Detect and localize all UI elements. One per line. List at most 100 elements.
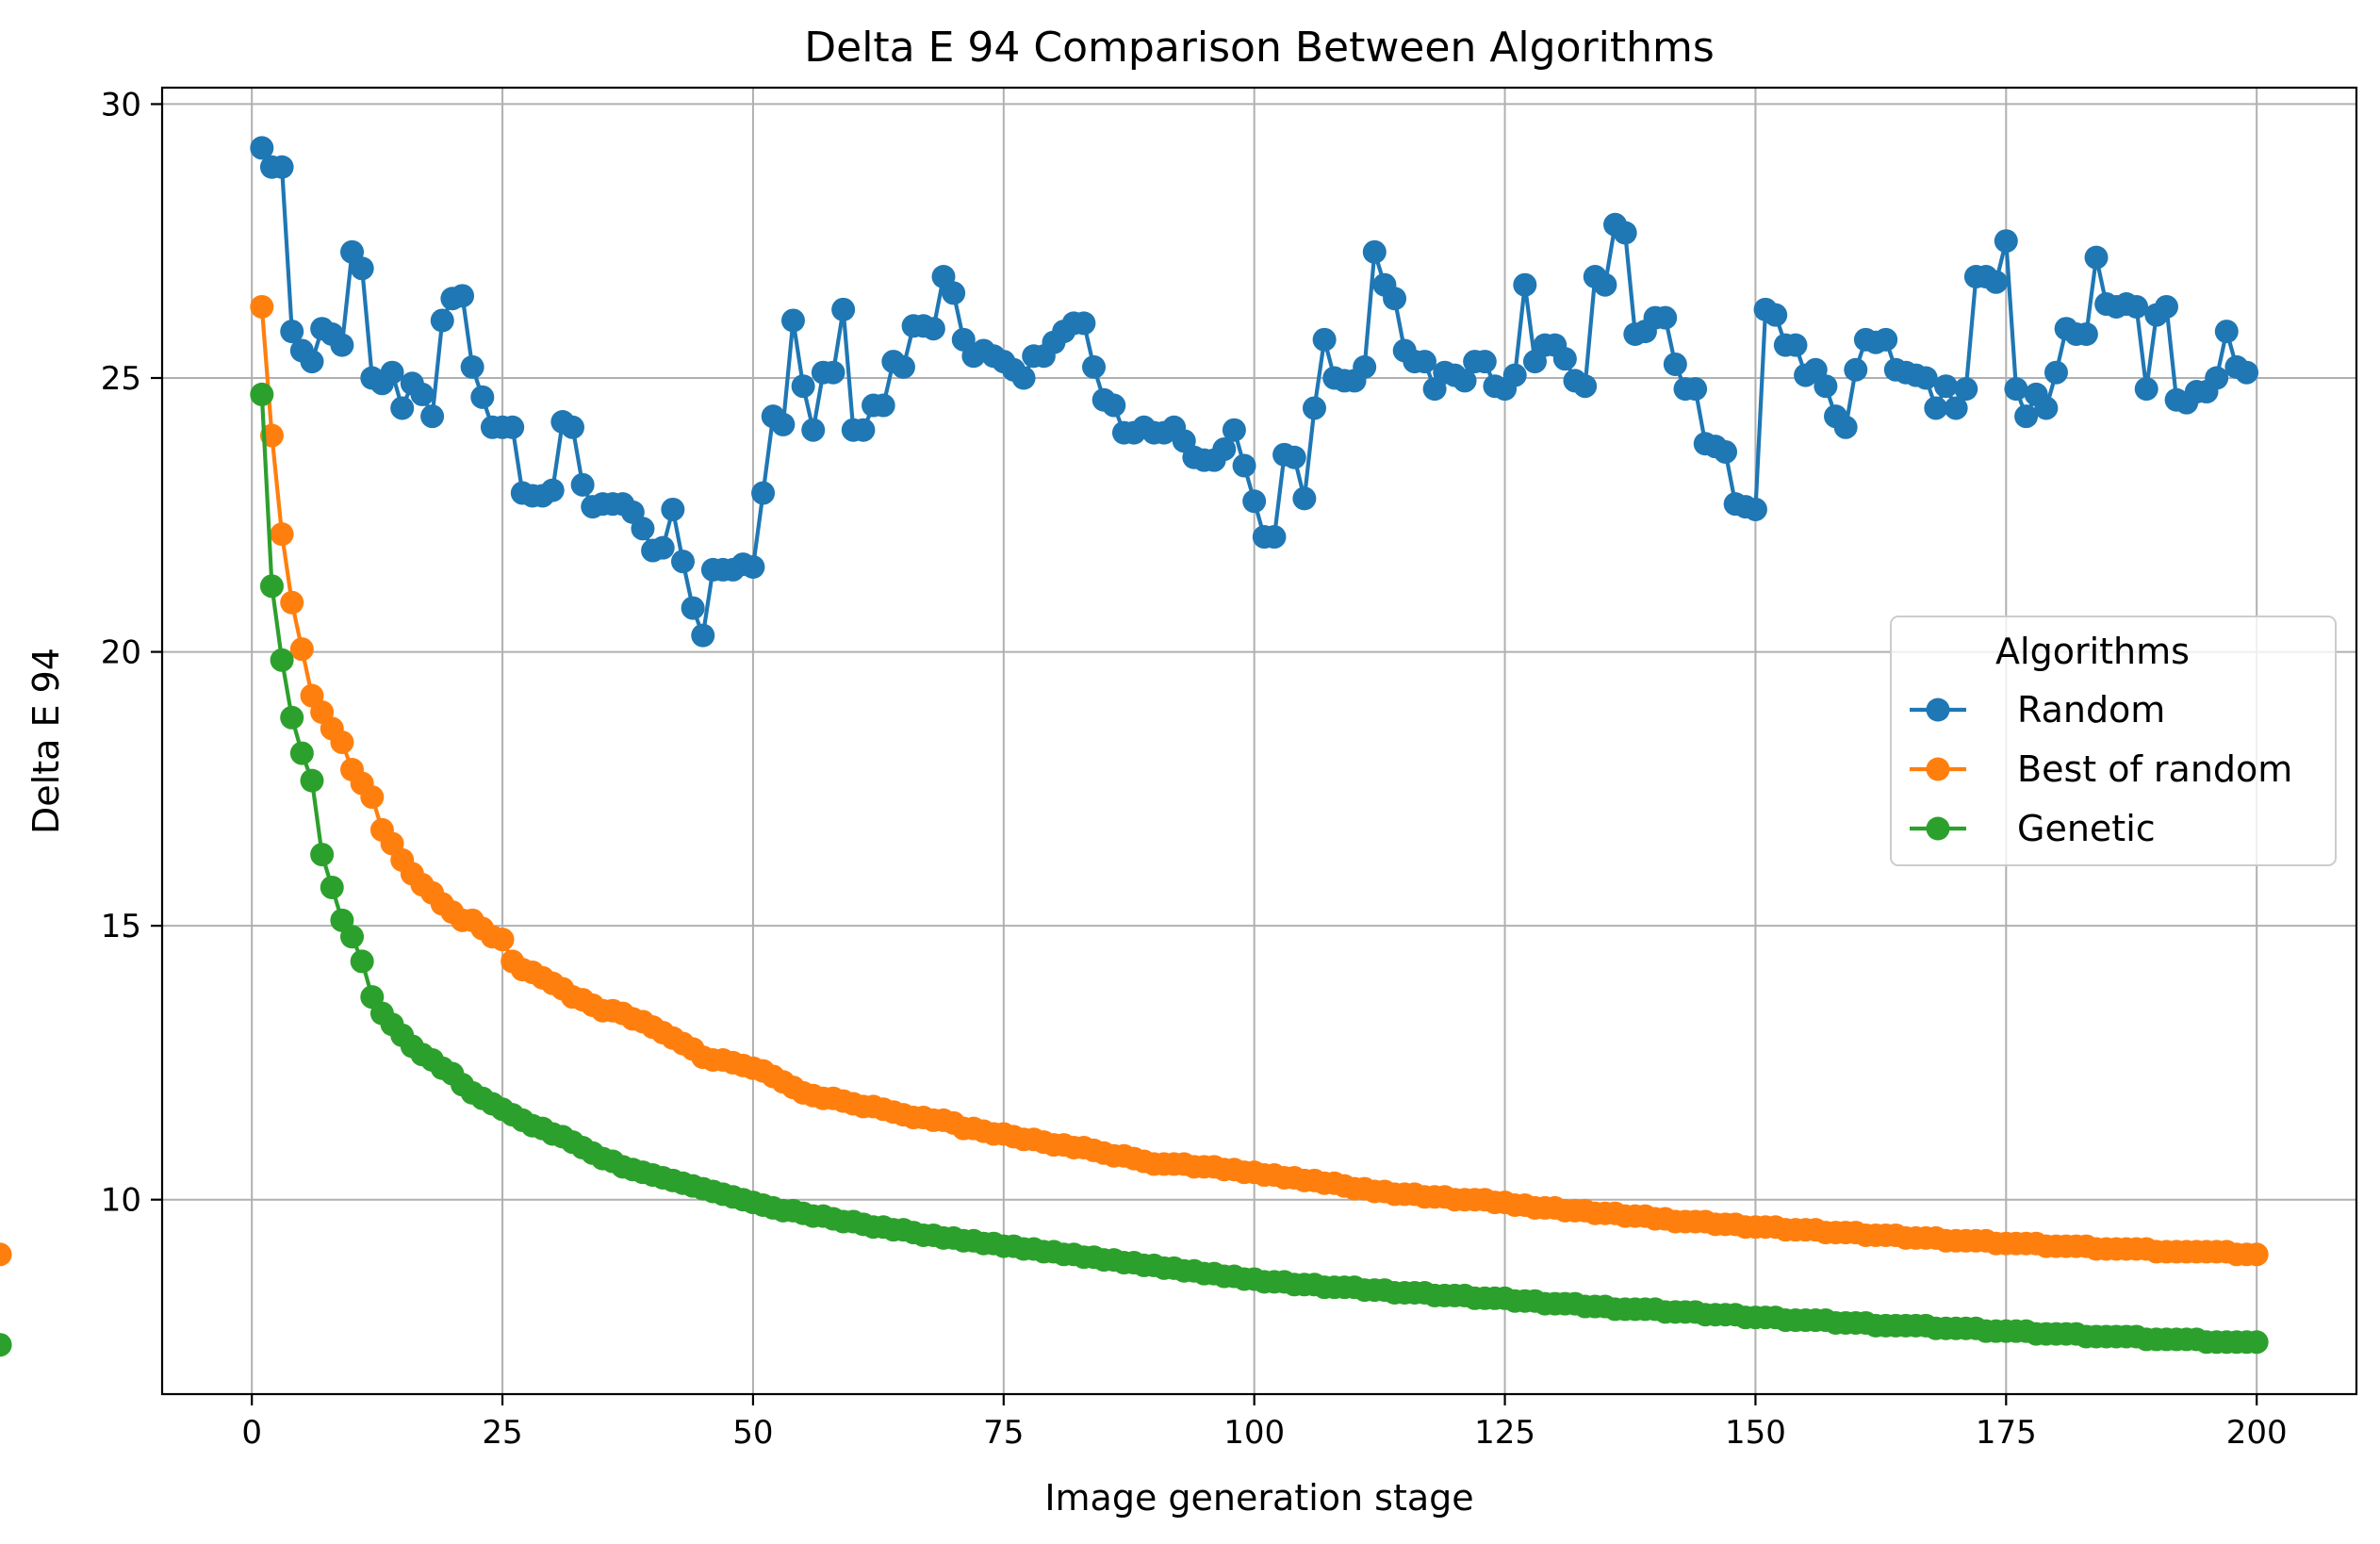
data-point-random <box>1082 354 1107 379</box>
data-point-random <box>1743 497 1767 521</box>
data-point-random <box>691 623 715 648</box>
data-point-random <box>831 297 856 321</box>
data-point-random <box>871 393 895 418</box>
data-point-genetic <box>250 382 274 406</box>
data-point-random <box>1242 489 1267 514</box>
data-point-random <box>2014 404 2039 429</box>
data-point-genetic <box>310 843 335 867</box>
data-point-random <box>1212 437 1237 462</box>
data-point-random <box>1994 229 2018 254</box>
data-point-genetic <box>0 1333 12 1357</box>
data-point-random <box>1764 303 1788 327</box>
data-point-random <box>631 517 655 541</box>
data-point-random <box>1353 354 1377 379</box>
data-point-random <box>1613 221 1637 245</box>
data-point-random <box>2205 366 2229 390</box>
data-point-random <box>1833 415 1858 439</box>
legend-label: Genetic <box>2017 808 2156 849</box>
data-point-random <box>350 256 374 281</box>
data-point-random <box>460 354 484 379</box>
x-tick-label: 125 <box>1474 1414 1535 1452</box>
data-point-random <box>942 281 966 305</box>
data-point-random <box>1102 393 1126 418</box>
data-point-random <box>670 550 695 574</box>
data-point-random <box>851 418 876 442</box>
data-point-genetic <box>280 705 304 730</box>
data-point-random <box>661 497 685 521</box>
legend-label: Random <box>2017 689 2165 731</box>
data-point-random <box>1282 445 1306 469</box>
x-tick-label: 175 <box>1976 1414 2037 1452</box>
data-point-genetic <box>2244 1330 2269 1355</box>
legend-entry-genetic: Genetic <box>1910 808 2156 849</box>
data-point-random <box>1984 270 2009 294</box>
y-tick-label: 15 <box>101 908 141 945</box>
x-tick-label: 25 <box>482 1414 522 1452</box>
data-point-random <box>1072 311 1096 336</box>
data-point-random <box>1683 377 1708 402</box>
data-point-genetic <box>259 574 284 599</box>
data-point-random <box>681 596 705 620</box>
data-point-random <box>650 535 675 560</box>
data-point-random <box>2134 377 2158 402</box>
data-point-random <box>540 478 565 502</box>
data-point-random <box>791 374 815 399</box>
data-point-best-of-random <box>490 928 515 952</box>
data-point-random <box>2214 320 2239 344</box>
data-point-genetic <box>350 949 374 974</box>
series-genetic <box>0 382 2269 1357</box>
x-axis-label: Image generation stage <box>1044 1477 1473 1519</box>
legend-marker <box>1926 816 1950 841</box>
data-point-random <box>1944 396 1968 420</box>
data-point-random <box>1302 396 1326 420</box>
y-tick-label: 20 <box>101 634 141 672</box>
data-point-random <box>1593 272 1617 297</box>
data-point-random <box>501 415 525 439</box>
data-point-random <box>741 554 765 579</box>
legend-label: Best of random <box>2017 748 2292 790</box>
data-point-random <box>380 360 404 385</box>
data-point-random <box>1222 418 1246 442</box>
data-point-random <box>780 308 805 333</box>
data-point-random <box>2125 294 2149 319</box>
x-tick-label: 200 <box>2226 1414 2288 1452</box>
data-point-random <box>1513 272 1537 297</box>
data-point-random <box>1814 374 1838 399</box>
data-point-random <box>2034 396 2059 420</box>
data-point-random <box>751 481 776 505</box>
data-point-genetic <box>289 741 314 765</box>
data-point-best-of-random <box>280 590 304 615</box>
data-point-best-of-random <box>360 785 385 810</box>
data-point-random <box>771 412 796 436</box>
data-point-random <box>420 404 445 429</box>
data-point-random <box>1573 374 1598 399</box>
data-point-random <box>390 396 415 420</box>
data-point-random <box>1924 396 1948 420</box>
data-point-best-of-random <box>289 637 314 662</box>
data-point-random <box>570 472 595 497</box>
data-point-random <box>410 382 435 406</box>
data-point-random <box>470 385 495 409</box>
legend-entry-random: Random <box>1910 689 2165 731</box>
data-point-random <box>1232 453 1256 478</box>
data-point-genetic <box>340 925 365 949</box>
x-tick-label: 75 <box>983 1414 1024 1452</box>
data-point-random <box>2044 360 2068 385</box>
data-point-random <box>250 136 274 160</box>
data-point-random <box>1874 327 1898 352</box>
legend-marker <box>1926 698 1950 722</box>
data-point-random <box>921 317 945 341</box>
series-best-of-random <box>0 294 2269 1267</box>
x-tick-label: 0 <box>241 1414 262 1452</box>
x-tick-label: 50 <box>732 1414 773 1452</box>
data-point-best-of-random <box>0 1242 12 1267</box>
x-tick-label: 150 <box>1725 1414 1786 1452</box>
data-point-random <box>1934 374 1958 399</box>
data-point-random <box>1011 366 1036 390</box>
x-tick-label: 100 <box>1223 1414 1285 1452</box>
data-point-random <box>891 354 915 379</box>
data-point-random <box>2074 322 2098 347</box>
data-point-best-of-random <box>250 294 274 319</box>
data-point-random <box>1663 352 1687 376</box>
data-point-random <box>1383 287 1407 311</box>
